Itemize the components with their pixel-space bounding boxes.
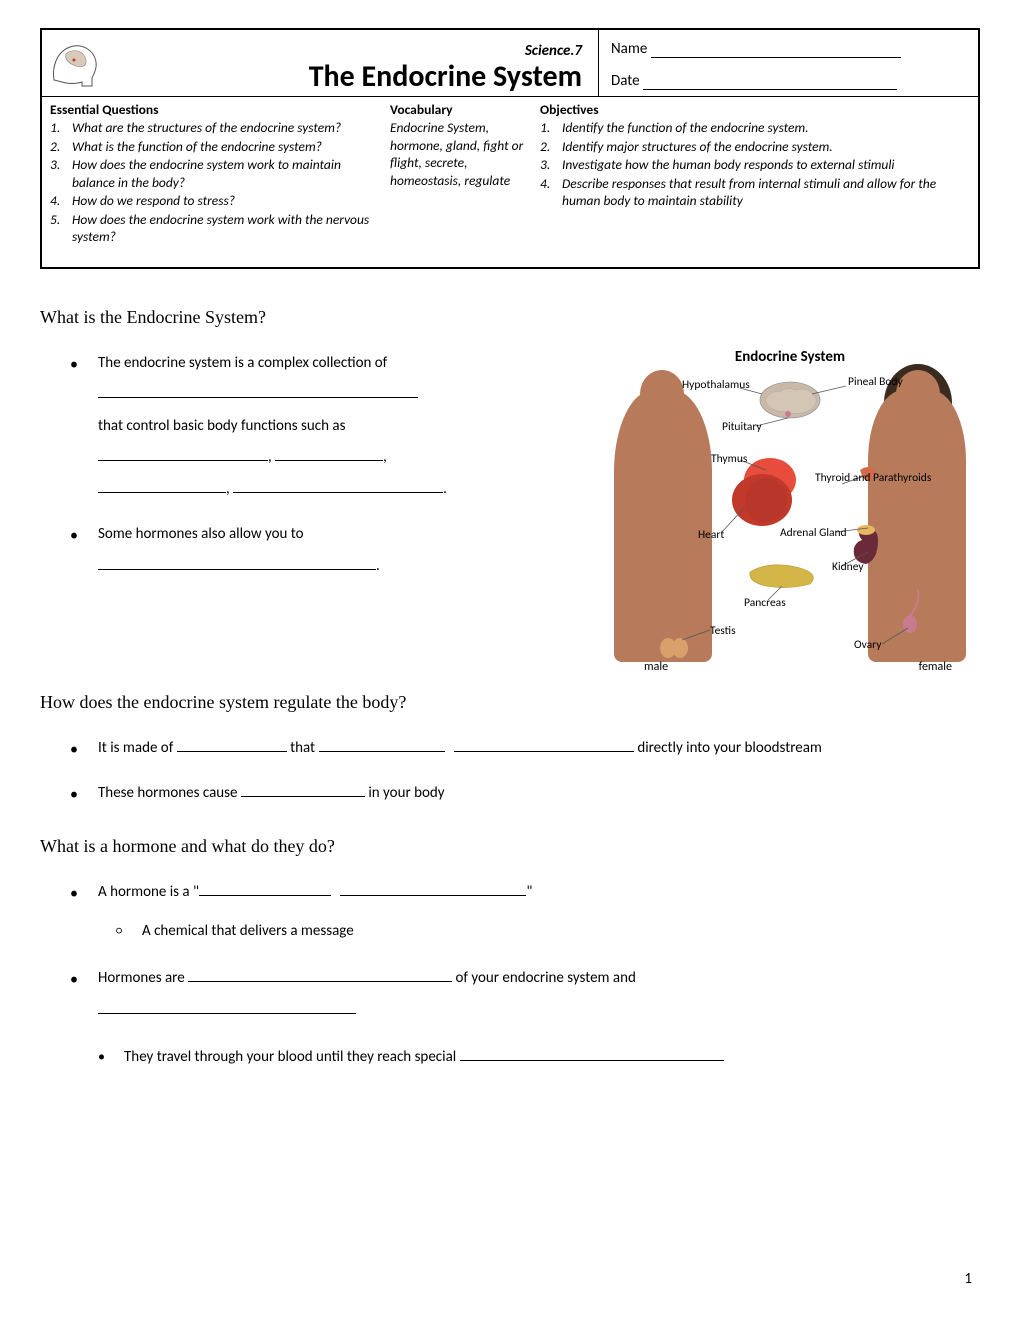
diagram-label: Testis (710, 624, 736, 638)
diagram-label: Heart (698, 528, 724, 542)
organs-icon (610, 372, 970, 672)
header-top-row: Science.7 The Endocrine System Name Date (42, 30, 978, 97)
eq-item: 5.How does the endocrine system work wit… (50, 211, 382, 246)
bullet-list: It is made of that directly into your bl… (40, 733, 980, 810)
fill-blank[interactable] (98, 1000, 356, 1014)
name-label: Name (611, 40, 647, 58)
vocab-title: Vocabulary (390, 101, 532, 118)
eq-title: Essential Questions (50, 101, 382, 118)
diagram-label: Pancreas (744, 596, 786, 610)
fill-blank[interactable] (340, 882, 526, 896)
diagram-label: Thyroid and Parathyroids (815, 472, 931, 485)
male-label: male (644, 660, 668, 674)
eq-item: 1.What are the structures of the endocri… (50, 119, 382, 137)
eq-item: 4.How do we respond to stress? (50, 192, 382, 210)
fill-blank[interactable] (319, 738, 445, 752)
fill-blank[interactable] (98, 556, 376, 570)
date-field-row: Date (611, 72, 966, 90)
section-question-2: How does the endocrine system regulate t… (40, 692, 980, 713)
bullet-list: A hormone is a " " A chemical that deliv… (40, 877, 980, 1072)
header-bottom-row: Essential Questions 1.What are the struc… (42, 97, 978, 267)
page-number: 1 (964, 1270, 972, 1288)
section-question-1: What is the Endocrine System? (40, 307, 980, 328)
fill-blank[interactable] (188, 968, 452, 982)
female-label: female (919, 660, 952, 674)
obj-item: 2.Identify major structures of the endoc… (540, 138, 970, 156)
list-item: The endocrine system is a complex collec… (98, 348, 590, 506)
bullet-list: The endocrine system is a complex collec… (40, 348, 590, 583)
sub-bullet-list: A chemical that delivers a message (98, 918, 980, 945)
list-item: These hormones cause in your body (98, 778, 980, 810)
list-item: They travel through your blood until the… (124, 1044, 980, 1071)
worksheet-body: What is the Endocrine System? The endocr… (40, 269, 980, 1072)
section-1-columns: The endocrine system is a complex collec… (40, 348, 980, 672)
section-question-3: What is a hormone and what do they do? (40, 836, 980, 857)
list-item: A chemical that delivers a message (142, 918, 980, 945)
diagram-label: Pineal Body (848, 376, 903, 389)
diagram-label: Hypothalamus (682, 378, 750, 392)
name-date-cell: Name Date (598, 30, 978, 96)
list-item: Hormones are of your endocrine system an… (98, 963, 980, 1071)
fill-blank[interactable] (241, 783, 365, 797)
eq-item: 2.What is the function of the endocrine … (50, 138, 382, 156)
list-item: Some hormones also allow you to . (98, 519, 590, 582)
diagram-label: Kidney (832, 560, 864, 574)
fill-blank[interactable] (177, 738, 287, 752)
vocabulary-column: Vocabulary Endocrine System, hormone, gl… (390, 101, 540, 247)
obj-title: Objectives (540, 101, 970, 118)
objectives-column: Objectives 1.Identify the function of th… (540, 101, 970, 247)
name-field-row: Name (611, 40, 966, 58)
diagram-label: Ovary (854, 638, 881, 652)
worksheet-title: The Endocrine System (110, 62, 582, 92)
list-item: A hormone is a " " A chemical that deliv… (98, 877, 980, 946)
eq-list: 1.What are the structures of the endocri… (50, 119, 382, 246)
worksheet-header: Science.7 The Endocrine System Name Date… (40, 28, 980, 269)
diagram-title: Endocrine System (610, 348, 970, 366)
fill-blank[interactable] (275, 447, 383, 461)
fill-blank[interactable] (199, 882, 331, 896)
brain-head-icon (48, 38, 102, 92)
fill-blank[interactable] (98, 384, 418, 398)
fill-blank[interactable] (98, 447, 268, 461)
endocrine-diagram: Endocrine System (610, 348, 980, 672)
title-block: Science.7 The Endocrine System (110, 42, 590, 92)
list-item: It is made of that directly into your bl… (98, 733, 980, 765)
diagram-label: Pituitary (722, 420, 762, 434)
fill-blank[interactable] (454, 738, 634, 752)
fill-blank[interactable] (233, 479, 443, 493)
obj-item: 1.Identify the function of the endocrine… (540, 119, 970, 137)
date-label: Date (611, 72, 640, 90)
section-1-text: The endocrine system is a complex collec… (40, 348, 590, 672)
eq-item: 3.How does the endocrine system work to … (50, 156, 382, 191)
fill-blank[interactable] (98, 479, 226, 493)
vocab-text: Endocrine System, hormone, gland, fight … (390, 119, 532, 189)
sub-bullet-list: They travel through your blood until the… (98, 1044, 980, 1071)
date-input-line[interactable] (643, 76, 897, 90)
diagram-label: Thymus (711, 452, 747, 466)
obj-list: 1.Identify the function of the endocrine… (540, 119, 970, 210)
name-input-line[interactable] (651, 44, 901, 58)
essential-questions-column: Essential Questions 1.What are the struc… (50, 101, 390, 247)
header-title-cell: Science.7 The Endocrine System (42, 30, 598, 96)
fill-blank[interactable] (460, 1047, 724, 1061)
diagram-label: Adrenal Gland (780, 526, 847, 540)
obj-item: 4.Describe responses that result from in… (540, 175, 970, 210)
obj-item: 3.Investigate how the human body respond… (540, 156, 970, 174)
diagram-body: Hypothalamus Pineal Body Pituitary Thymu… (610, 372, 970, 672)
